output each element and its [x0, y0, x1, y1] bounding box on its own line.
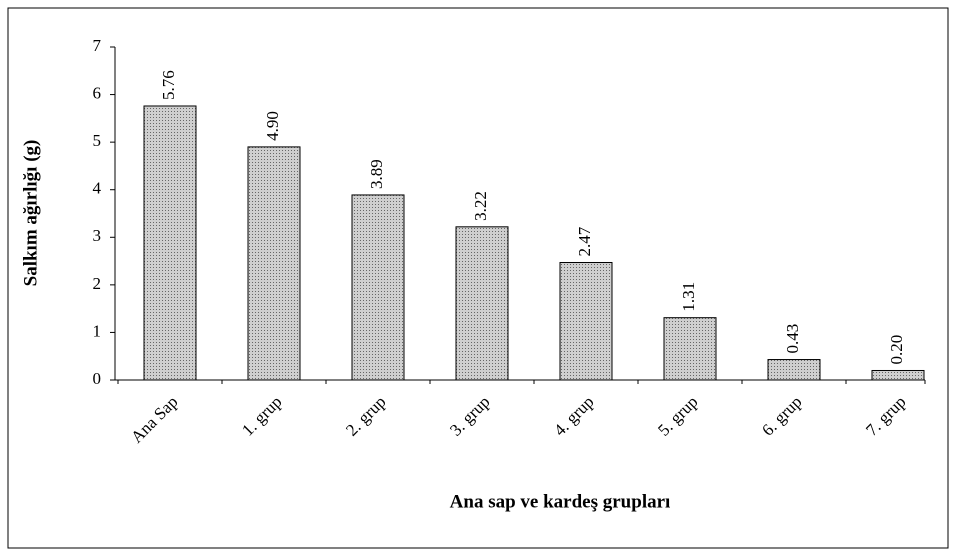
x-tick-label: 4. grup — [550, 392, 597, 439]
value-label: 1.31 — [679, 282, 698, 312]
y-axis-label: Salkım ağırlığı (g) — [20, 140, 41, 287]
x-tick-label: 3. grup — [446, 392, 493, 439]
value-label: 3.89 — [367, 159, 386, 189]
y-tick-label: 3 — [93, 226, 102, 245]
value-label: 4.90 — [263, 111, 282, 141]
y-tick-label: 4 — [93, 179, 102, 198]
value-label: 3.22 — [471, 191, 490, 221]
x-tick-label: 7. grup — [862, 392, 909, 439]
value-label: 0.43 — [783, 324, 802, 354]
y-tick-label: 2 — [93, 274, 102, 293]
x-tick-label: 5. grup — [654, 392, 701, 439]
y-tick-label: 5 — [93, 131, 102, 150]
frame — [7, 7, 949, 549]
bar — [663, 317, 717, 381]
x-tick-label: Ana Sap — [127, 392, 182, 447]
bar — [871, 369, 925, 381]
bar — [559, 261, 613, 381]
value-label: 5.76 — [159, 70, 178, 100]
bar — [351, 194, 405, 381]
x-tick-label: 1. grup — [238, 392, 285, 439]
value-label: 0.20 — [887, 335, 906, 365]
y-tick-label: 6 — [93, 83, 102, 102]
y-tick-label: 0 — [93, 369, 102, 388]
bar — [455, 226, 509, 381]
x-axis-label: Ana sap ve kardeş grupları — [450, 491, 671, 512]
y-tick-label: 1 — [93, 321, 102, 340]
value-label: 2.47 — [575, 226, 594, 256]
y-tick-label: 7 — [93, 36, 102, 55]
bar — [247, 146, 301, 381]
x-tick-label: 2. grup — [342, 392, 389, 439]
x-tick-label: 6. grup — [758, 392, 805, 439]
bar — [143, 105, 197, 381]
bar — [767, 359, 821, 381]
